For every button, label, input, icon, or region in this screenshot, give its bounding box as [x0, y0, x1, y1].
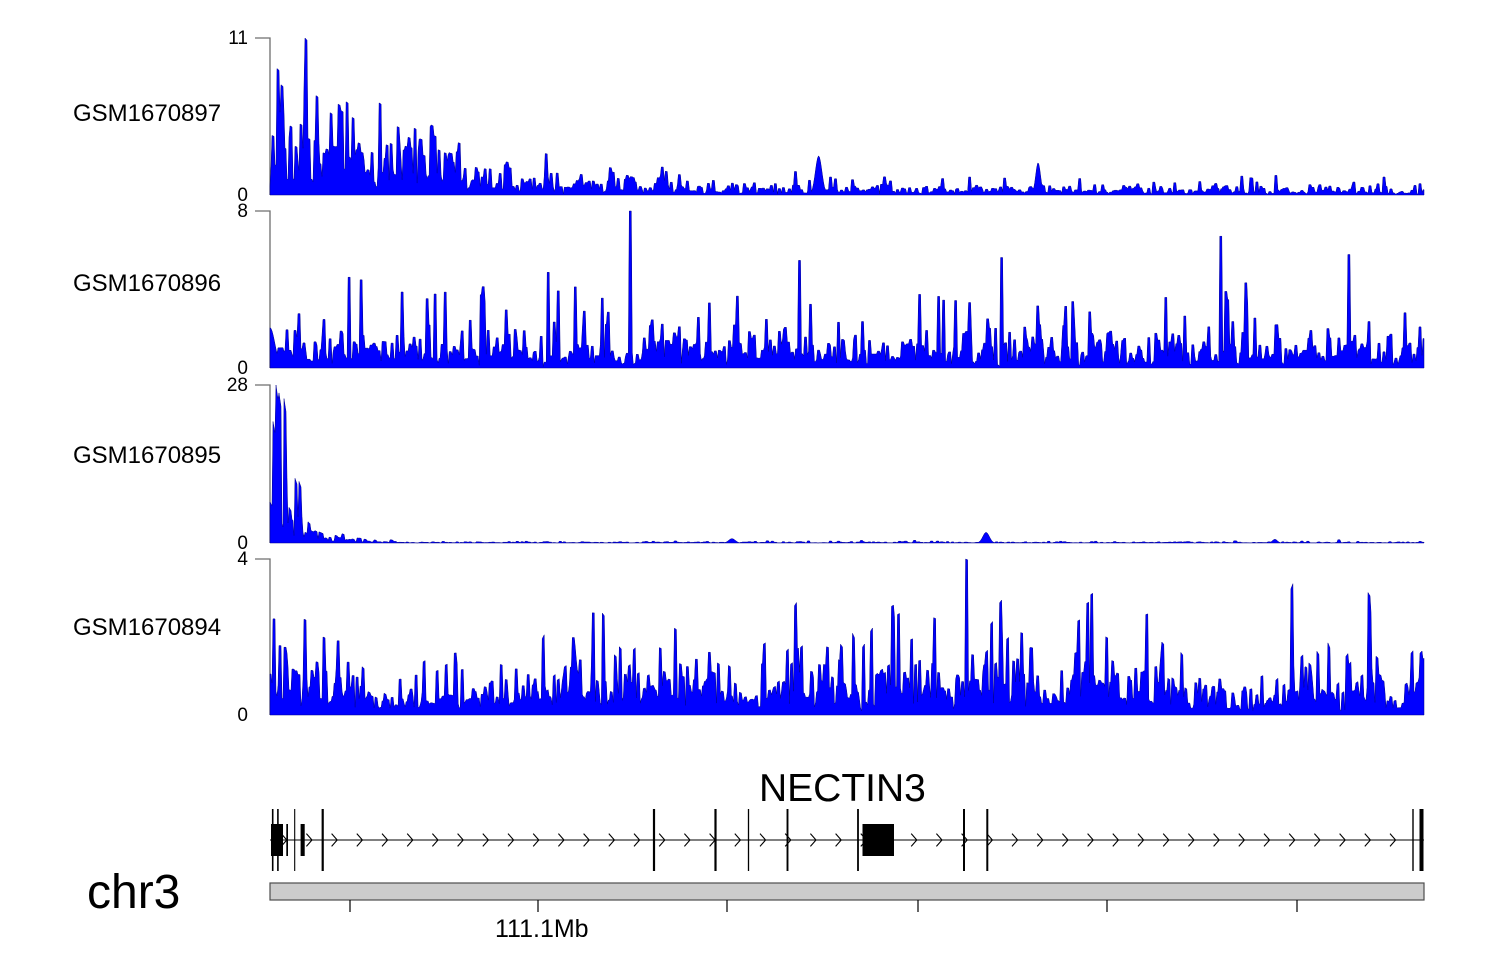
svg-text:8: 8: [237, 201, 248, 222]
svg-text:4: 4: [237, 549, 248, 570]
svg-text:11: 11: [228, 28, 248, 49]
svg-text:28: 28: [227, 375, 248, 396]
svg-text:0: 0: [237, 705, 248, 726]
